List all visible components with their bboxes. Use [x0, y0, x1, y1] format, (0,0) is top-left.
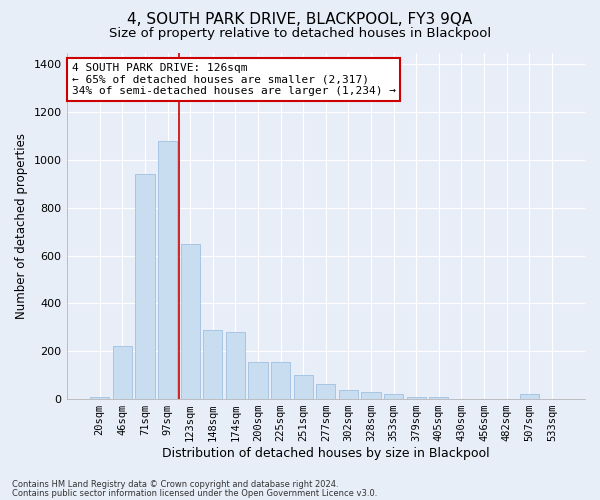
Bar: [248, 362, 268, 399]
Bar: [158, 141, 177, 399]
Bar: [407, 396, 426, 399]
Bar: [271, 362, 290, 399]
Text: 4 SOUTH PARK DRIVE: 126sqm
← 65% of detached houses are smaller (2,317)
34% of s: 4 SOUTH PARK DRIVE: 126sqm ← 65% of deta…: [72, 63, 396, 96]
Bar: [429, 396, 448, 399]
Bar: [384, 394, 403, 399]
Text: Contains HM Land Registry data © Crown copyright and database right 2024.: Contains HM Land Registry data © Crown c…: [12, 480, 338, 489]
Bar: [361, 392, 380, 399]
Bar: [136, 174, 155, 399]
Bar: [181, 244, 200, 399]
Bar: [113, 346, 132, 399]
Y-axis label: Number of detached properties: Number of detached properties: [15, 133, 28, 319]
Bar: [203, 330, 223, 399]
Text: Size of property relative to detached houses in Blackpool: Size of property relative to detached ho…: [109, 28, 491, 40]
Bar: [520, 394, 539, 399]
Bar: [226, 332, 245, 399]
Bar: [339, 390, 358, 399]
Bar: [293, 375, 313, 399]
Bar: [316, 384, 335, 399]
Text: 4, SOUTH PARK DRIVE, BLACKPOOL, FY3 9QA: 4, SOUTH PARK DRIVE, BLACKPOOL, FY3 9QA: [127, 12, 473, 28]
X-axis label: Distribution of detached houses by size in Blackpool: Distribution of detached houses by size …: [162, 447, 490, 460]
Bar: [90, 396, 109, 399]
Text: Contains public sector information licensed under the Open Government Licence v3: Contains public sector information licen…: [12, 488, 377, 498]
